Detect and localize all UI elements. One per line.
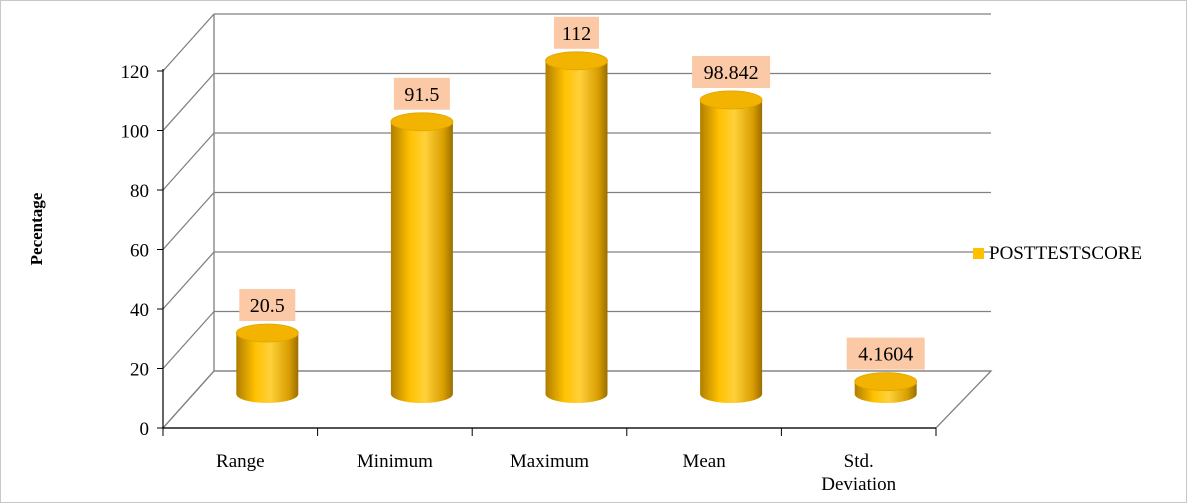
bar-top: [236, 324, 298, 342]
data-label: 20.5: [239, 289, 295, 321]
gridline-side: [163, 312, 214, 369]
y-tick-label: 0: [140, 419, 150, 440]
bar-top: [546, 52, 608, 70]
y-tick-label: 20: [130, 360, 149, 381]
bar-body: [700, 100, 762, 403]
bar-body: [546, 61, 608, 403]
y-tick-label: 40: [130, 300, 149, 321]
bar-body: [236, 333, 298, 403]
bar-body: [391, 122, 453, 403]
x-tick-label: Maximum: [510, 451, 589, 472]
bar-top: [700, 91, 762, 109]
gridline-side: [163, 133, 214, 190]
gridline-side: [163, 14, 214, 71]
bar: [391, 113, 453, 403]
bars: [236, 52, 916, 403]
data-label: 91.5: [394, 78, 450, 110]
bar: [546, 52, 608, 403]
legend-label: POSTTESTSCORE: [989, 243, 1142, 264]
data-label-text: 91.5: [404, 84, 439, 106]
bar: [700, 91, 762, 403]
legend-swatch: [973, 248, 984, 259]
bar-top: [391, 113, 453, 131]
gridline-side: [163, 193, 214, 250]
data-label-text: 98.842: [704, 62, 759, 84]
x-tick-label: Std. Deviation: [821, 451, 896, 495]
legend: POSTTESTSCORE: [973, 243, 1142, 264]
x-tick-label: Mean: [682, 451, 726, 472]
data-label-text: 20.5: [250, 295, 285, 317]
y-tick-label: 80: [130, 181, 149, 202]
data-label: 112: [554, 17, 599, 49]
bar: [236, 324, 298, 403]
axes: 0 20 40 60 80 100 120 Range Minimum Maximum Mean St…: [121, 62, 937, 495]
bar: [855, 373, 917, 403]
bar-top: [855, 373, 917, 391]
y-tick-label: 100: [121, 122, 150, 143]
data-label-text: 112: [562, 23, 591, 45]
x-tick-label: Range: [216, 451, 265, 472]
y-tick-label: 120: [121, 62, 150, 83]
y-axis-label: Pecentage: [27, 192, 46, 265]
data-label-text: 4.1604: [858, 344, 913, 366]
data-label: 98.842: [692, 56, 770, 88]
x-tick-label: Minimum: [357, 451, 433, 472]
gridline-side: [163, 252, 214, 309]
gridline-side: [163, 371, 214, 428]
data-label: 4.1604: [847, 338, 925, 370]
y-tick-label: 60: [130, 241, 149, 262]
gridline-side: [163, 74, 214, 131]
